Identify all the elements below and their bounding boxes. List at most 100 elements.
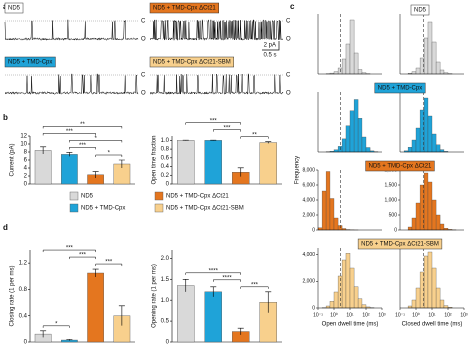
histogram-bar	[411, 139, 417, 153]
significance-bracket	[42, 126, 123, 129]
significance-bracket	[69, 140, 123, 143]
y-tick-label: 0.8	[161, 147, 170, 153]
legend-swatch	[154, 203, 164, 213]
significance-bracket	[42, 325, 70, 328]
y-tick-label: 1,000	[384, 197, 397, 203]
y-tick-label: 6	[24, 158, 28, 164]
error-bar	[92, 171, 99, 178]
axes	[317, 14, 382, 75]
significance-label: ***	[79, 253, 87, 259]
y-tick-label: 0.4	[161, 164, 170, 170]
histogram-bar	[361, 136, 367, 153]
error-bar	[92, 268, 99, 277]
significance-label: ***	[105, 260, 113, 266]
histogram-bar	[439, 223, 445, 231]
scale-time: 0.5 s	[263, 53, 276, 59]
significance-bracket	[213, 279, 241, 282]
y-axis-label: Opening rate (1 per ms)	[152, 264, 158, 328]
histogram-bar	[365, 147, 371, 153]
significance-label: **	[252, 132, 257, 138]
error-bar	[210, 286, 217, 297]
scale-bar	[262, 41, 280, 51]
bar	[177, 140, 195, 185]
histogram-bar	[333, 291, 339, 309]
x-tick-label: 10⁻¹	[313, 312, 323, 318]
significance-bracket	[69, 256, 96, 260]
x-tick-label: 10¹	[346, 312, 354, 318]
y-tick-label: 0.4	[19, 313, 28, 319]
histogram-bar	[427, 251, 433, 309]
condition-label: ND5 + TMD-Cpx	[8, 60, 52, 66]
bar	[34, 150, 52, 185]
current-trace	[149, 18, 284, 41]
condition-label: ND5 + TMD-Cpx	[378, 86, 422, 92]
current-trace	[149, 73, 284, 96]
histogram-bar	[439, 149, 445, 153]
histogram-bar	[341, 138, 347, 153]
histogram-bar	[435, 287, 441, 309]
histogram-bar	[333, 149, 339, 153]
condition-box	[357, 238, 443, 250]
y-tick-label: 0	[394, 227, 397, 233]
closed-label: C	[286, 19, 291, 25]
histogram-bar	[333, 71, 339, 75]
significance-label: ***	[210, 118, 218, 124]
histogram-bar	[353, 99, 359, 153]
error-bar	[40, 330, 47, 338]
y-tick-label: 4,000	[302, 252, 315, 258]
histogram-bar	[353, 286, 359, 309]
condition-box	[365, 160, 435, 172]
significance-label: ***	[251, 282, 259, 288]
histogram-bar	[349, 110, 355, 153]
error-bar	[118, 159, 125, 168]
error-bar	[237, 327, 244, 335]
open-label: O	[141, 37, 146, 43]
closed-label: C	[141, 19, 146, 25]
condition-box	[374, 82, 426, 94]
histogram-bar	[357, 69, 363, 75]
condition-box	[410, 4, 430, 16]
x-tick-label: 10²	[444, 312, 452, 318]
histogram-bar	[325, 171, 331, 231]
legend-label: ND5 + TMD-Cpx	[81, 206, 125, 212]
histogram-bar	[431, 267, 437, 309]
histogram-bar	[415, 67, 421, 75]
y-tick-label: 4,000	[302, 197, 315, 203]
histogram-bar	[415, 287, 421, 309]
current-trace	[4, 73, 139, 95]
open-label: O	[286, 91, 291, 97]
significance-bracket	[95, 154, 123, 157]
histogram-bar	[431, 199, 437, 231]
histogram-bar	[345, 125, 351, 153]
y-tick-label: 12	[20, 134, 27, 140]
x-tick-label: 10³	[460, 312, 468, 318]
y-tick-label: 6,000	[302, 182, 315, 188]
error-bar	[118, 305, 125, 326]
condition-label: ND5	[414, 8, 427, 14]
histogram-bar	[333, 217, 339, 231]
condition-box	[4, 56, 56, 68]
histogram-bar	[435, 214, 441, 231]
y-tick-label: 0	[24, 182, 28, 188]
significance-label: ***	[66, 129, 74, 135]
y-tick-label: 4	[24, 166, 28, 172]
histogram-bar	[423, 37, 429, 75]
y-tick-label: 1.2	[19, 261, 28, 267]
significance-bracket	[240, 286, 269, 289]
y-tick-label: 0.6	[161, 155, 170, 161]
histogram-bar	[415, 202, 421, 231]
y-axis-label: Current (pA)	[10, 143, 16, 176]
significance-label: ****	[222, 275, 232, 281]
significance-label: ***	[79, 143, 87, 149]
histogram-bar	[317, 227, 323, 231]
y-tick-label: 0.5	[161, 319, 170, 325]
legend-swatch	[69, 191, 79, 201]
panel-label: d	[3, 223, 8, 232]
y-tick-label: 1,500	[384, 182, 397, 188]
axes	[399, 92, 464, 153]
histogram-bar	[411, 217, 417, 231]
significance-bracket	[95, 263, 123, 267]
significance-label: *	[55, 321, 58, 327]
